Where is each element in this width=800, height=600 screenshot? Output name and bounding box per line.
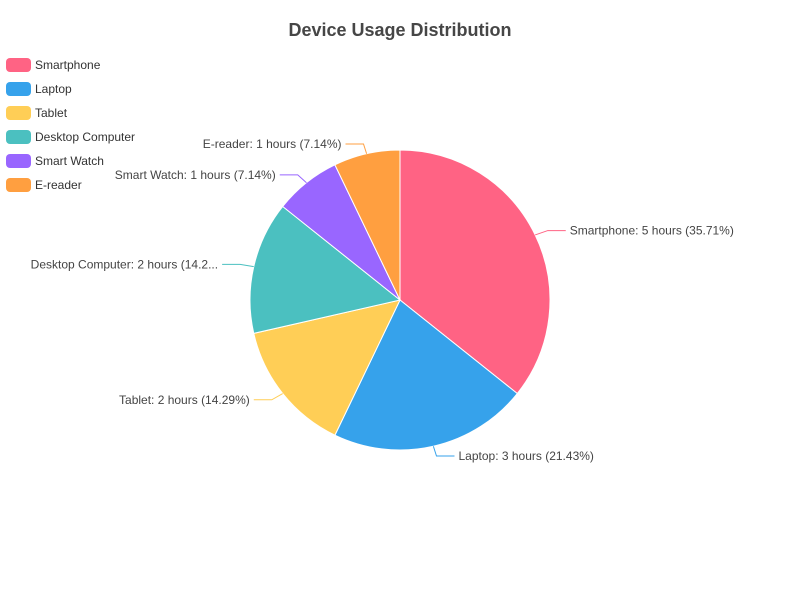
legend-label-smart-watch: Smart Watch xyxy=(35,154,104,168)
slice-label-desktop-computer: Desktop Computer: 2 hours (14.2... xyxy=(31,257,218,271)
legend-label-desktop-computer: Desktop Computer xyxy=(35,130,136,144)
leader-line-e-reader xyxy=(345,143,368,154)
slice-label-smart-watch: Smart Watch: 1 hours (7.14%) xyxy=(115,168,276,182)
slice-label-tablet: Tablet: 2 hours (14.29%) xyxy=(119,393,250,407)
legend-item-smart-watch[interactable]: Smart Watch xyxy=(6,149,135,173)
slice-label-laptop: Laptop: 3 hours (21.43%) xyxy=(458,449,593,463)
pie-slice-e-reader[interactable] xyxy=(334,149,401,301)
legend: Smartphone Laptop Tablet Desktop Compute… xyxy=(6,53,135,197)
legend-swatch-smart-watch xyxy=(6,154,31,168)
pie-slice-smartphone[interactable] xyxy=(399,149,551,395)
leader-line-smart-watch xyxy=(279,174,307,184)
legend-item-e-reader[interactable]: E-reader xyxy=(6,173,135,197)
slice-label-smartphone: Smartphone: 5 hours (35.71%) xyxy=(570,224,734,238)
legend-swatch-laptop xyxy=(6,82,31,96)
legend-label-laptop: Laptop xyxy=(35,82,72,96)
leader-line-tablet xyxy=(253,393,283,401)
leader-line-smartphone xyxy=(534,230,566,236)
legend-swatch-smartphone xyxy=(6,58,31,72)
legend-label-smartphone: Smartphone xyxy=(35,58,101,72)
legend-label-tablet: Tablet xyxy=(35,106,68,120)
pie-slice-desktop-computer[interactable] xyxy=(249,205,402,334)
legend-swatch-desktop-computer xyxy=(6,130,31,144)
leader-line-laptop xyxy=(432,446,455,457)
legend-swatch-e-reader xyxy=(6,178,31,192)
legend-item-smartphone[interactable]: Smartphone xyxy=(6,53,135,77)
legend-swatch-tablet xyxy=(6,106,31,120)
pie-slice-laptop[interactable] xyxy=(334,299,518,451)
pie-slice-tablet[interactable] xyxy=(253,299,401,436)
slice-label-e-reader: E-reader: 1 hours (7.14%) xyxy=(203,137,342,151)
chart-title: Device Usage Distribution xyxy=(288,20,512,40)
leader-line-desktop-computer xyxy=(222,263,254,268)
legend-label-e-reader: E-reader xyxy=(35,178,82,192)
legend-item-desktop-computer[interactable]: Desktop Computer xyxy=(6,125,135,149)
legend-item-laptop[interactable]: Laptop xyxy=(6,77,135,101)
legend-item-tablet[interactable]: Tablet xyxy=(6,101,135,125)
